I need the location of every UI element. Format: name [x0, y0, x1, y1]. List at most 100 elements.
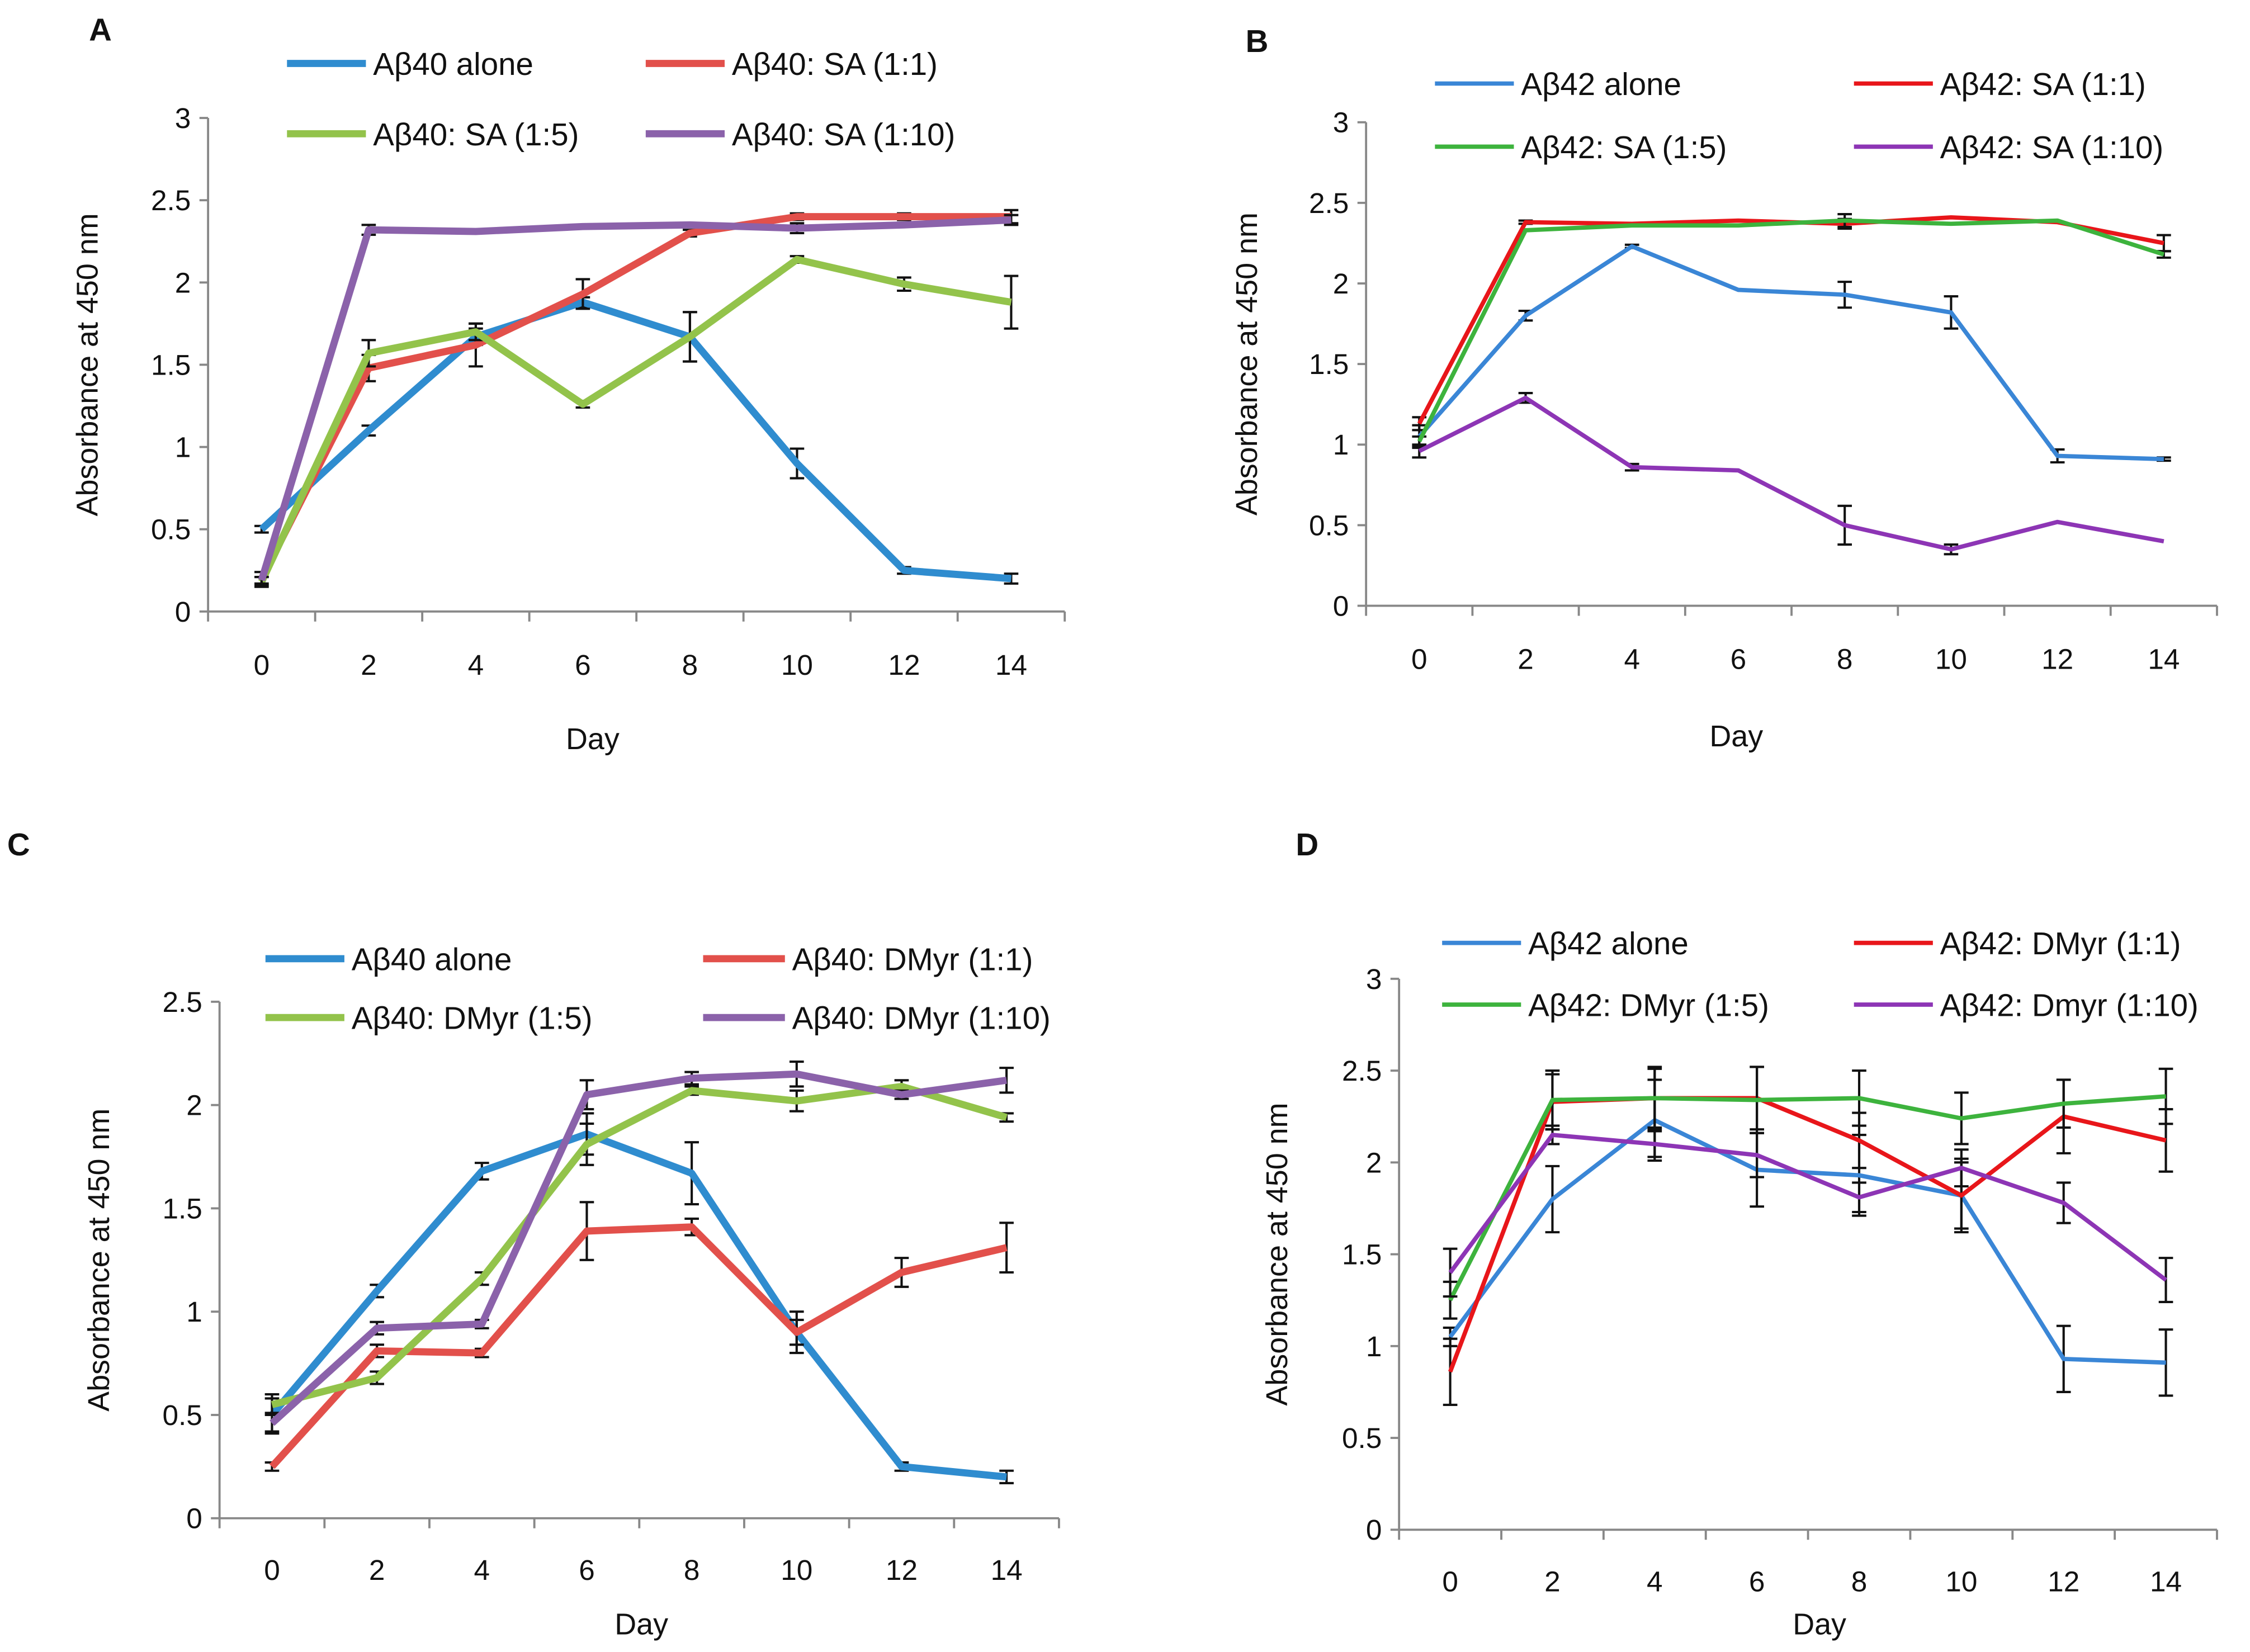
legend-label: Aβ40 alone [352, 941, 512, 977]
y-tick-label: 0.5 [1309, 509, 1349, 541]
data-point [1006, 1080, 1007, 1081]
legend-entry: Aβ40: DMyr (1:5) [265, 1001, 593, 1036]
series-line [1448, 1096, 2167, 1373]
legend-entry: Aβ42: SA (1:10) [1854, 130, 2163, 165]
x-tick-label: 2 [1544, 1566, 1561, 1598]
data-point [1859, 1175, 1860, 1176]
legend-label: Aβ42: DMyr (1:5) [1528, 988, 1769, 1023]
data-point [1738, 225, 1739, 226]
data-point [1961, 1118, 1962, 1119]
legend-label: Aβ40: DMyr (1:10) [792, 1001, 1051, 1036]
legend-label: Aβ42: DMyr (1:1) [1940, 926, 2181, 961]
series-3 [1443, 1066, 2173, 1320]
y-tick-label: 0.5 [163, 1399, 202, 1431]
x-tick-label: 10 [781, 1554, 812, 1586]
legend-entry: Aβ40 alone [265, 941, 512, 977]
series-4 [1443, 1124, 2173, 1304]
x-tick-label: 12 [888, 649, 920, 681]
y-tick-label: 0 [1366, 1514, 1382, 1546]
x-tick-label: 2 [1518, 643, 1534, 675]
series-line [269, 1130, 1007, 1481]
y-tick-label: 2.5 [1342, 1055, 1382, 1087]
legend-label: Aβ42: SA (1:1) [1940, 67, 2146, 102]
series-2 [264, 1201, 1014, 1472]
data-point [1738, 470, 1739, 471]
y-tick-label: 2 [186, 1090, 202, 1121]
x-tick-label: 8 [682, 649, 698, 681]
y-tick-label: 2.5 [163, 986, 202, 1018]
x-tick-label: 0 [264, 1554, 280, 1586]
y-axis-label: Absorbance at 450 nm [82, 1109, 116, 1412]
x-axis-label: Day [566, 722, 620, 756]
y-axis-label: Absorbance at 450 nm [1260, 1103, 1294, 1406]
panel-label: C [7, 827, 30, 862]
x-tick-label: 12 [886, 1554, 918, 1586]
panel-label: A [89, 12, 112, 47]
series-line [270, 1070, 1007, 1426]
series-line [258, 255, 1012, 584]
series-1 [1412, 243, 2171, 464]
series-line [259, 299, 1011, 583]
legend-entry: Aβ40: SA (1:5) [287, 117, 579, 152]
x-tick-label: 14 [2148, 643, 2180, 675]
series-line [269, 1223, 1008, 1469]
y-axis-label: Absorbance at 450 nm [1230, 212, 1264, 515]
panel-label: D [1296, 827, 1318, 862]
legend-label: Aβ40: SA (1:5) [373, 117, 579, 152]
y-tick-label: 1.5 [163, 1192, 202, 1224]
legend-entry: Aβ40 alone [287, 46, 533, 82]
data-point [1859, 1140, 1860, 1141]
legend-label: Aβ40: SA (1:1) [732, 46, 938, 82]
legend-label: Aβ40: DMyr (1:1) [792, 941, 1033, 977]
x-tick-label: 4 [1624, 643, 1640, 675]
y-tick-label: 3 [1366, 963, 1382, 995]
data-point [1552, 1199, 1553, 1200]
y-tick-label: 0 [175, 596, 191, 628]
y-tick-label: 1.5 [1342, 1239, 1382, 1271]
x-tick-label: 10 [781, 649, 813, 681]
y-tick-label: 2 [1333, 268, 1349, 300]
data-point [1525, 230, 1526, 231]
data-point [1525, 397, 1526, 398]
series-line [1448, 1094, 2166, 1301]
series-3 [254, 255, 1019, 588]
x-tick-label: 0 [1411, 643, 1427, 675]
series-4 [254, 214, 1019, 585]
data-point [901, 1272, 902, 1273]
legend-entry: Aβ42: DMyr (1:1) [1854, 926, 2181, 961]
legend-label: Aβ42: SA (1:5) [1521, 130, 1727, 165]
data-point [1006, 1476, 1007, 1478]
series-line [1448, 1118, 2166, 1365]
legend-label: Aβ42 alone [1521, 67, 1681, 102]
panel-label: B [1246, 23, 1269, 59]
data-point [904, 570, 905, 571]
legend-entry: Aβ42: SA (1:1) [1854, 67, 2146, 102]
data-point [481, 1171, 483, 1172]
data-point [901, 1466, 902, 1467]
y-tick-label: 1.5 [151, 349, 191, 381]
x-tick-label: 0 [1442, 1566, 1458, 1598]
y-tick-label: 0 [186, 1503, 202, 1535]
y-tick-label: 2 [175, 267, 191, 299]
x-tick-label: 12 [2041, 643, 2073, 675]
x-tick-label: 10 [1935, 643, 1967, 675]
data-point [1006, 1247, 1007, 1248]
y-tick-label: 0.5 [151, 514, 191, 546]
y-tick-label: 1 [175, 432, 191, 463]
series-line [1418, 395, 2164, 552]
legend-label: Aβ42 alone [1528, 926, 1689, 961]
data-point [1419, 451, 1420, 452]
y-tick-label: 3 [175, 102, 191, 134]
legend-entry: Aβ40: DMyr (1:1) [703, 941, 1033, 977]
legend-label: Aβ40: DMyr (1:5) [352, 1001, 593, 1036]
panel-d: D 0 0.5 1 1.5 2 2.5 3 0 2 4 6 8 10 12 14 Day Absorbance a… [1260, 827, 2218, 1641]
series-line [1417, 218, 2165, 443]
y-tick-label: 1 [1366, 1331, 1382, 1362]
panel-c: C 0 0.5 1 1.5 2 2.5 0 2 4 6 8 10 12 14 Day Absorbance at… [7, 827, 1060, 1641]
x-tick-label: 2 [369, 1554, 385, 1586]
x-tick-label: 6 [575, 649, 591, 681]
data-point [1738, 220, 1739, 221]
y-tick-label: 2 [1366, 1147, 1382, 1178]
data-point [1961, 1195, 1962, 1196]
legend-entry: Aβ42: Dmyr (1:10) [1854, 988, 2199, 1023]
